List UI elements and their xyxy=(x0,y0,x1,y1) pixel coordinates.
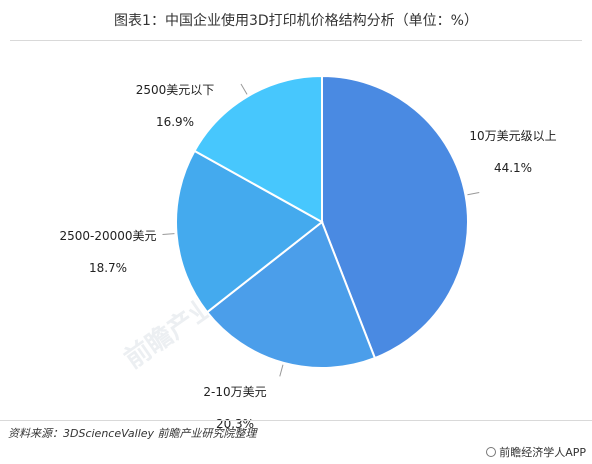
source-note: 资料来源：3DScienceValley 前瞻产业研究院整理 xyxy=(8,427,257,440)
leader-line-0 xyxy=(467,192,480,196)
brand-text: 前瞻经济学人APP xyxy=(499,446,586,459)
slice-value-label: 16.9% xyxy=(155,115,195,129)
leader-line-3 xyxy=(240,83,248,95)
brand-logo-icon xyxy=(486,447,497,457)
pie-slice-2 xyxy=(175,149,324,314)
slice-label-3: 2500美元以下 16.9% xyxy=(120,66,230,146)
leader-line-1 xyxy=(279,364,284,377)
brand-footer: 前瞻经济学人APP xyxy=(486,444,586,460)
slice-value-label: 44.1% xyxy=(493,161,533,175)
title-divider xyxy=(10,40,582,41)
pie-slice-0 xyxy=(321,74,469,360)
pie-slice-1 xyxy=(205,220,377,369)
slice-name-label: 2-10万美元 xyxy=(203,385,267,399)
pie-slice-3 xyxy=(193,74,323,224)
slice-name-label: 2500-20000美元 xyxy=(59,229,157,243)
chart-title: 图表1：中国企业使用3D打印机价格结构分析（单位：%） xyxy=(114,13,478,29)
slice-name-label: 10万美元级以上 xyxy=(469,129,557,143)
slice-label-0: 10万美元级以上 44.1% xyxy=(448,112,578,192)
slice-value-label: 18.7% xyxy=(88,261,128,275)
slice-name-label: 2500美元以下 xyxy=(135,83,215,97)
footer-divider xyxy=(0,420,592,421)
slice-label-2: 2500-20000美元 18.7% xyxy=(48,212,168,292)
leader-line-2 xyxy=(162,233,175,236)
